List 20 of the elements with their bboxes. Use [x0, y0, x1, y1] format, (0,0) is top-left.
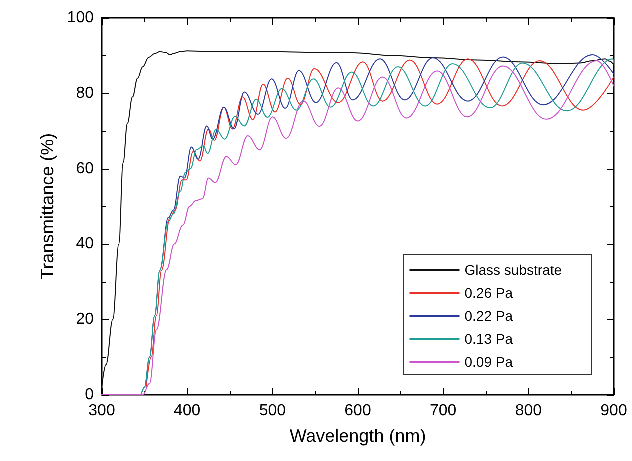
legend-label: 0.13 Pa: [464, 331, 514, 347]
x-axis-title: Wavelength (nm): [290, 426, 426, 446]
x-tick-label: 700: [430, 402, 457, 420]
legend-label: 0.09 Pa: [464, 354, 514, 370]
x-tick-label: 800: [515, 402, 542, 420]
x-tick-label: 600: [344, 402, 372, 420]
y-axis-title: Transmittance (%): [37, 133, 58, 280]
legend-label: 0.26 Pa: [464, 285, 514, 301]
y-tick-label: 0: [85, 386, 94, 404]
legend-label: Glass substrate: [464, 262, 562, 278]
y-tick-label: 100: [67, 10, 94, 26]
y-tick-label: 60: [76, 160, 94, 178]
x-tick-label: 400: [174, 402, 201, 420]
y-tick-label: 20: [76, 311, 94, 328]
y-tick-label: 40: [76, 236, 94, 253]
legend-label: 0.22 Pa: [464, 308, 514, 324]
x-tick-label: 500: [259, 402, 286, 420]
y-tick-label: 80: [76, 84, 94, 102]
x-tick-label: 900: [600, 402, 628, 420]
x-tick-label: 300: [88, 402, 116, 420]
